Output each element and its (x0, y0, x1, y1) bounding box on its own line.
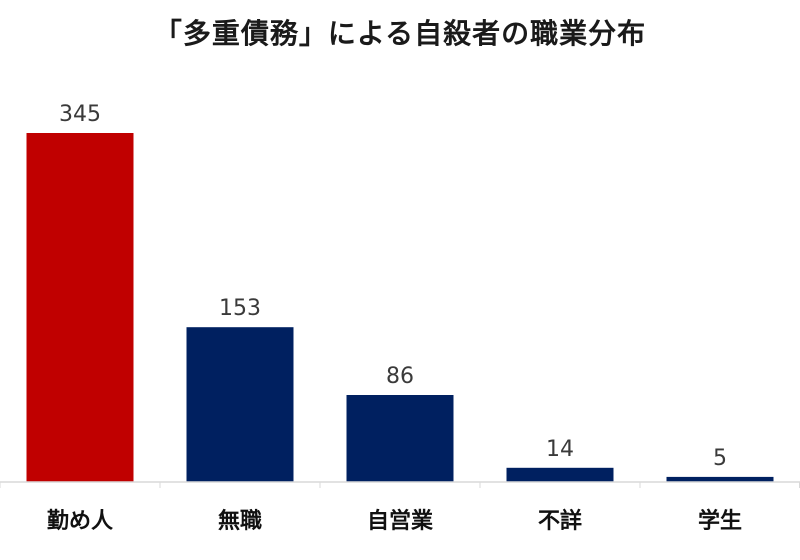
bar-3 (346, 395, 454, 482)
value-labels-group: 345 153 86 14 5 (59, 102, 727, 471)
bar-5 (666, 476, 774, 482)
bars-group (26, 133, 774, 482)
chart-title: 「多重債務」による自殺者の職業分布 (153, 17, 647, 50)
category-label-5: 学生 (698, 508, 742, 534)
category-label-4: 不詳 (538, 508, 582, 534)
category-label-1: 勤め人 (47, 508, 113, 534)
category-labels-group: 勤め人 無職 自営業 不詳 学生 (47, 508, 742, 534)
category-label-3: 自営業 (367, 508, 434, 534)
data-label-3: 86 (386, 364, 414, 389)
x-ticks-group (0, 482, 800, 488)
bar-4 (506, 467, 614, 482)
data-label-1: 345 (59, 102, 101, 127)
data-label-5: 5 (713, 446, 727, 471)
bar-2 (186, 327, 294, 482)
category-label-2: 無職 (218, 508, 262, 534)
data-label-2: 153 (219, 296, 261, 321)
data-label-4: 14 (546, 437, 574, 462)
bar-1 (26, 133, 134, 482)
